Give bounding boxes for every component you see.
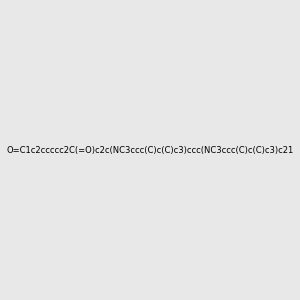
Text: O=C1c2ccccc2C(=O)c2c(NC3ccc(C)c(C)c3)ccc(NC3ccc(C)c(C)c3)c21: O=C1c2ccccc2C(=O)c2c(NC3ccc(C)c(C)c3)ccc… [6, 146, 294, 154]
